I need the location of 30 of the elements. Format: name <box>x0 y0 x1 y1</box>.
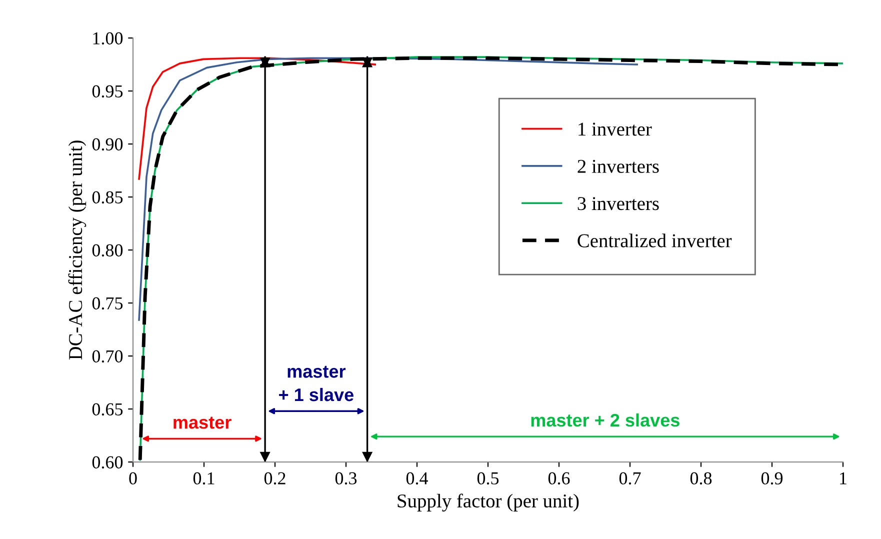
y-tick-label: 0.75 <box>92 297 123 310</box>
y-tick-label: 0.90 <box>92 138 123 151</box>
legend-label: 1 inverter <box>578 122 652 136</box>
x-tick-label: 0.8 <box>690 472 712 485</box>
x-axis-title: Supply factor (per unit) <box>398 494 579 512</box>
x-tick-label: 0.4 <box>406 472 428 485</box>
y-axis-title: DC-AC efficiency (per unit) <box>68 140 86 360</box>
line-series <box>138 57 376 180</box>
legend-label: 2 inverters <box>578 160 659 173</box>
x-tick-label: 0.6 <box>548 472 570 485</box>
x-tick-label: 0.3 <box>335 472 357 485</box>
y-tick-label: 0.70 <box>92 350 123 363</box>
x-tick-label: 0.9 <box>761 472 783 485</box>
annotation: master <box>174 416 232 429</box>
y-tick-label: 0.60 <box>92 456 123 469</box>
y-tick-label: 0.80 <box>92 244 123 257</box>
y-tick-label: 0.85 <box>92 191 123 204</box>
legend-label: 3 inverters <box>578 197 659 210</box>
annotation: master + 1 slave <box>279 366 354 402</box>
x-tick-label: 0.5 <box>477 472 499 485</box>
x-tick-label: 0.7 <box>619 472 641 485</box>
x-tick-label: 0.2 <box>264 472 286 485</box>
y-tick-label: 1.00 <box>93 32 123 45</box>
legend-label: Centralized inverter <box>578 234 732 248</box>
x-tick-label: 1 <box>840 472 846 484</box>
annotation: master + 2 slaves <box>531 413 680 427</box>
y-tick-label: 0.65 <box>92 403 123 416</box>
x-tick-label: 0.1 <box>193 472 214 485</box>
x-tick-label: 0 <box>129 472 137 484</box>
y-tick-label: 0.95 <box>92 85 123 98</box>
